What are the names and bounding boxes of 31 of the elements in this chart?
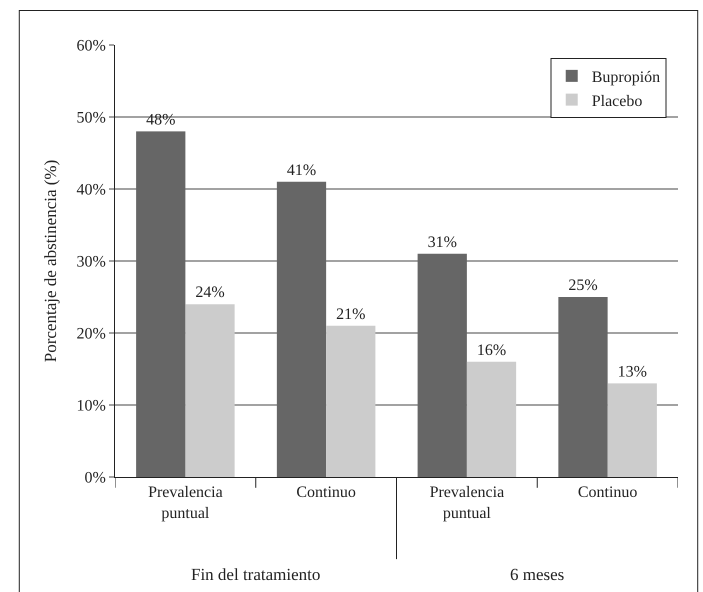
x-tick-label: Continuo — [578, 484, 638, 502]
x-tick-label: Prevalencia puntual — [148, 484, 223, 522]
data-label: 16% — [476, 342, 506, 359]
data-label: 21% — [336, 306, 366, 323]
data-label: 24% — [195, 284, 225, 302]
bar — [608, 383, 657, 477]
bar — [185, 304, 235, 477]
y-tick-label: 40% — [76, 182, 106, 199]
y-tick-label: 50% — [76, 110, 106, 127]
y-tick-label: 60% — [76, 38, 106, 55]
x-tick-label: Continuo — [296, 484, 356, 502]
data-label: 31% — [428, 234, 457, 251]
y-tick-label: 10% — [76, 398, 106, 415]
legend-label: Placebo — [592, 92, 642, 110]
bar — [418, 254, 467, 477]
y-tick-label: 30% — [76, 254, 106, 271]
y-tick-label: 0% — [84, 470, 106, 487]
text: 6 meses — [510, 565, 564, 584]
bar — [326, 326, 376, 477]
text: Fin del tratamiento — [191, 565, 320, 584]
bar — [558, 297, 608, 477]
y-axis-title: Porcentaje de abstinencia (%) — [41, 160, 60, 362]
data-label: 25% — [568, 277, 598, 294]
x-tick-label: Prevalencia puntual — [430, 484, 504, 522]
bar — [136, 131, 186, 477]
data-label: 13% — [618, 363, 647, 380]
data-label: 41% — [286, 162, 316, 179]
legend-label: Bupropión — [592, 69, 660, 86]
bar — [276, 182, 326, 477]
y-tick-label: 20% — [76, 326, 106, 343]
bar — [466, 362, 516, 477]
